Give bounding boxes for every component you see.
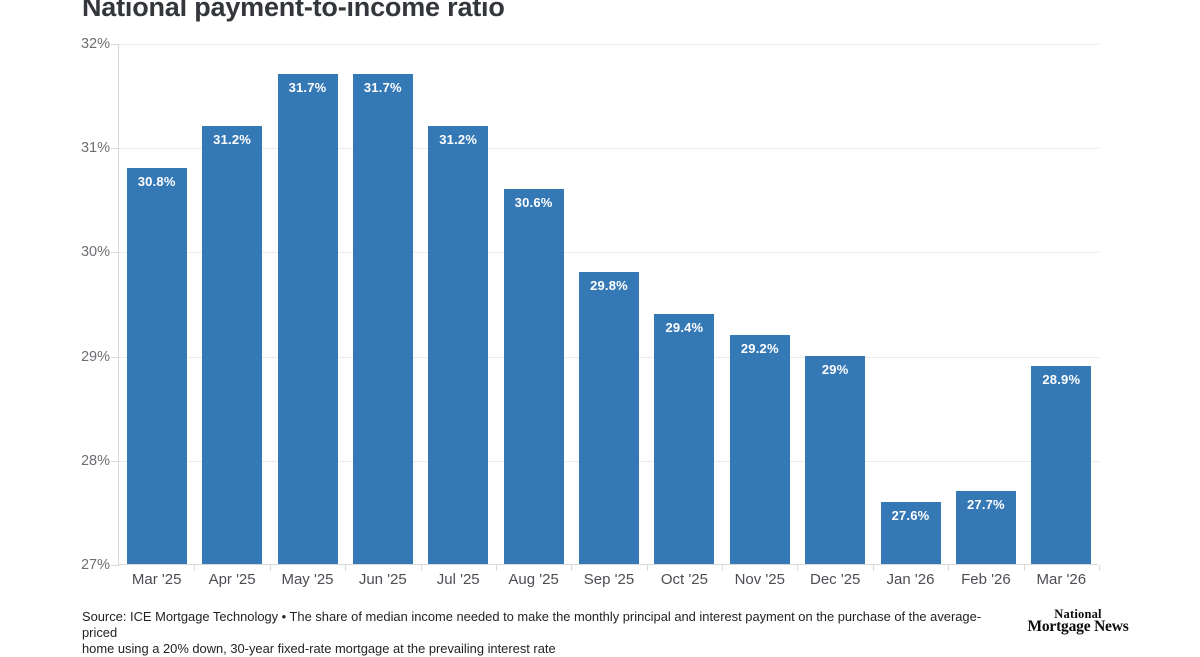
y-tick-label: 28% <box>80 453 110 469</box>
x-axis-tick <box>345 565 346 571</box>
bar-value-label: 29.4% <box>665 319 704 335</box>
bar-sep-25: 29.8% <box>579 272 639 564</box>
bar-value-label: 29.8% <box>590 278 628 294</box>
y-axis-tick <box>111 461 119 462</box>
y-axis-tick <box>111 148 119 149</box>
x-axis-tick <box>948 565 949 571</box>
bar-jan-26: 27.6% <box>880 501 941 564</box>
x-axis-tick <box>873 565 874 571</box>
x-axis-tick <box>194 565 195 571</box>
x-tick-label: Jun '25 <box>358 571 407 588</box>
y-tick-label: 29% <box>80 349 110 365</box>
x-tick-label: Mar '25 <box>131 571 182 588</box>
gridline <box>119 252 1099 253</box>
bar-value-label: 29% <box>821 361 849 377</box>
bar-value-label: 27.7% <box>966 497 1005 513</box>
x-axis-tick <box>1024 565 1025 571</box>
bar-nov-25: 29.2% <box>729 334 790 564</box>
x-axis-tick <box>797 565 798 571</box>
bar-feb-26: 27.7% <box>955 491 1016 564</box>
publisher-logo-line2: Mortgage News <box>1027 618 1129 635</box>
y-axis-tick <box>111 565 119 566</box>
x-axis-tick <box>270 565 271 571</box>
bar-value-label: 28.9% <box>1042 372 1081 387</box>
bar-value-label: 31.7% <box>363 80 402 96</box>
bar-jul-25: 31.2% <box>428 126 489 564</box>
y-axis-tick <box>111 44 119 45</box>
x-tick-label: Jul '25 <box>436 571 480 588</box>
bar-jun-25: 31.7% <box>352 74 413 564</box>
bar-mar-25: 30.8% <box>126 168 187 564</box>
y-tick-label: 30% <box>80 244 110 260</box>
bar-dec-25: 29% <box>805 355 866 564</box>
bar-value-label: 30.6% <box>514 194 553 210</box>
y-axis-tick <box>111 252 119 253</box>
x-tick-label: Apr '25 <box>208 571 256 588</box>
plot-area: 30.8% 31.2% 31.7% 31.7% 31.2% 30.6% 29.8% 29.4%… <box>111 44 1100 588</box>
x-tick-label: Aug '25 <box>508 571 559 588</box>
bar-mar-26: 28.9% <box>1031 366 1092 564</box>
x-axis-tick <box>421 565 422 571</box>
x-axis-tick <box>1099 565 1100 571</box>
source-note-line1: Source: ICE Mortgage Technology • The sh… <box>82 609 982 640</box>
x-tick-label: Jan '26 <box>886 571 935 588</box>
bar-value-label: 30.8% <box>137 174 176 189</box>
chart-title: National payment-to-income ratio <box>82 0 505 22</box>
x-tick-label: Sep '25 <box>583 571 635 588</box>
bar-oct-25: 29.4% <box>654 313 715 564</box>
bar-value-label: 29.2% <box>740 340 779 356</box>
x-tick-label: May '25 <box>281 571 334 588</box>
bar-value-label: 31.7% <box>288 80 327 96</box>
bar-aug-25: 30.6% <box>503 188 564 564</box>
bar-value-label: 31.2% <box>213 132 252 148</box>
x-axis-tick <box>571 565 572 571</box>
publisher-logo-line1: National <box>1054 607 1102 621</box>
x-tick-label: Dec '25 <box>809 571 861 588</box>
x-tick-label: Nov '25 <box>734 571 785 588</box>
y-axis-tick <box>111 357 119 358</box>
x-axis-tick <box>647 565 648 571</box>
publisher-logo: National Mortgage News <box>1020 607 1136 635</box>
source-note-line2: home using a 20% down, 30-year fixed-rat… <box>82 641 556 656</box>
x-axis-tick <box>496 565 497 571</box>
y-tick-label: 32% <box>80 36 110 52</box>
bar-apr-25: 31.2% <box>202 126 263 564</box>
x-axis-tick <box>722 565 723 571</box>
source-note: Source: ICE Mortgage Technology • The sh… <box>82 609 1010 657</box>
gridline <box>119 44 1099 45</box>
x-tick-label: Feb '26 <box>961 571 1011 588</box>
x-tick-label: Oct '25 <box>660 571 708 588</box>
x-tick-label: Mar '26 <box>1036 571 1087 588</box>
bar-value-label: 31.2% <box>439 132 478 148</box>
bar-may-25: 31.7% <box>277 74 338 564</box>
y-tick-label: 31% <box>80 140 110 156</box>
gridline <box>119 148 1099 149</box>
bar-value-label: 27.6% <box>891 507 930 523</box>
y-tick-label: 27% <box>80 557 110 573</box>
